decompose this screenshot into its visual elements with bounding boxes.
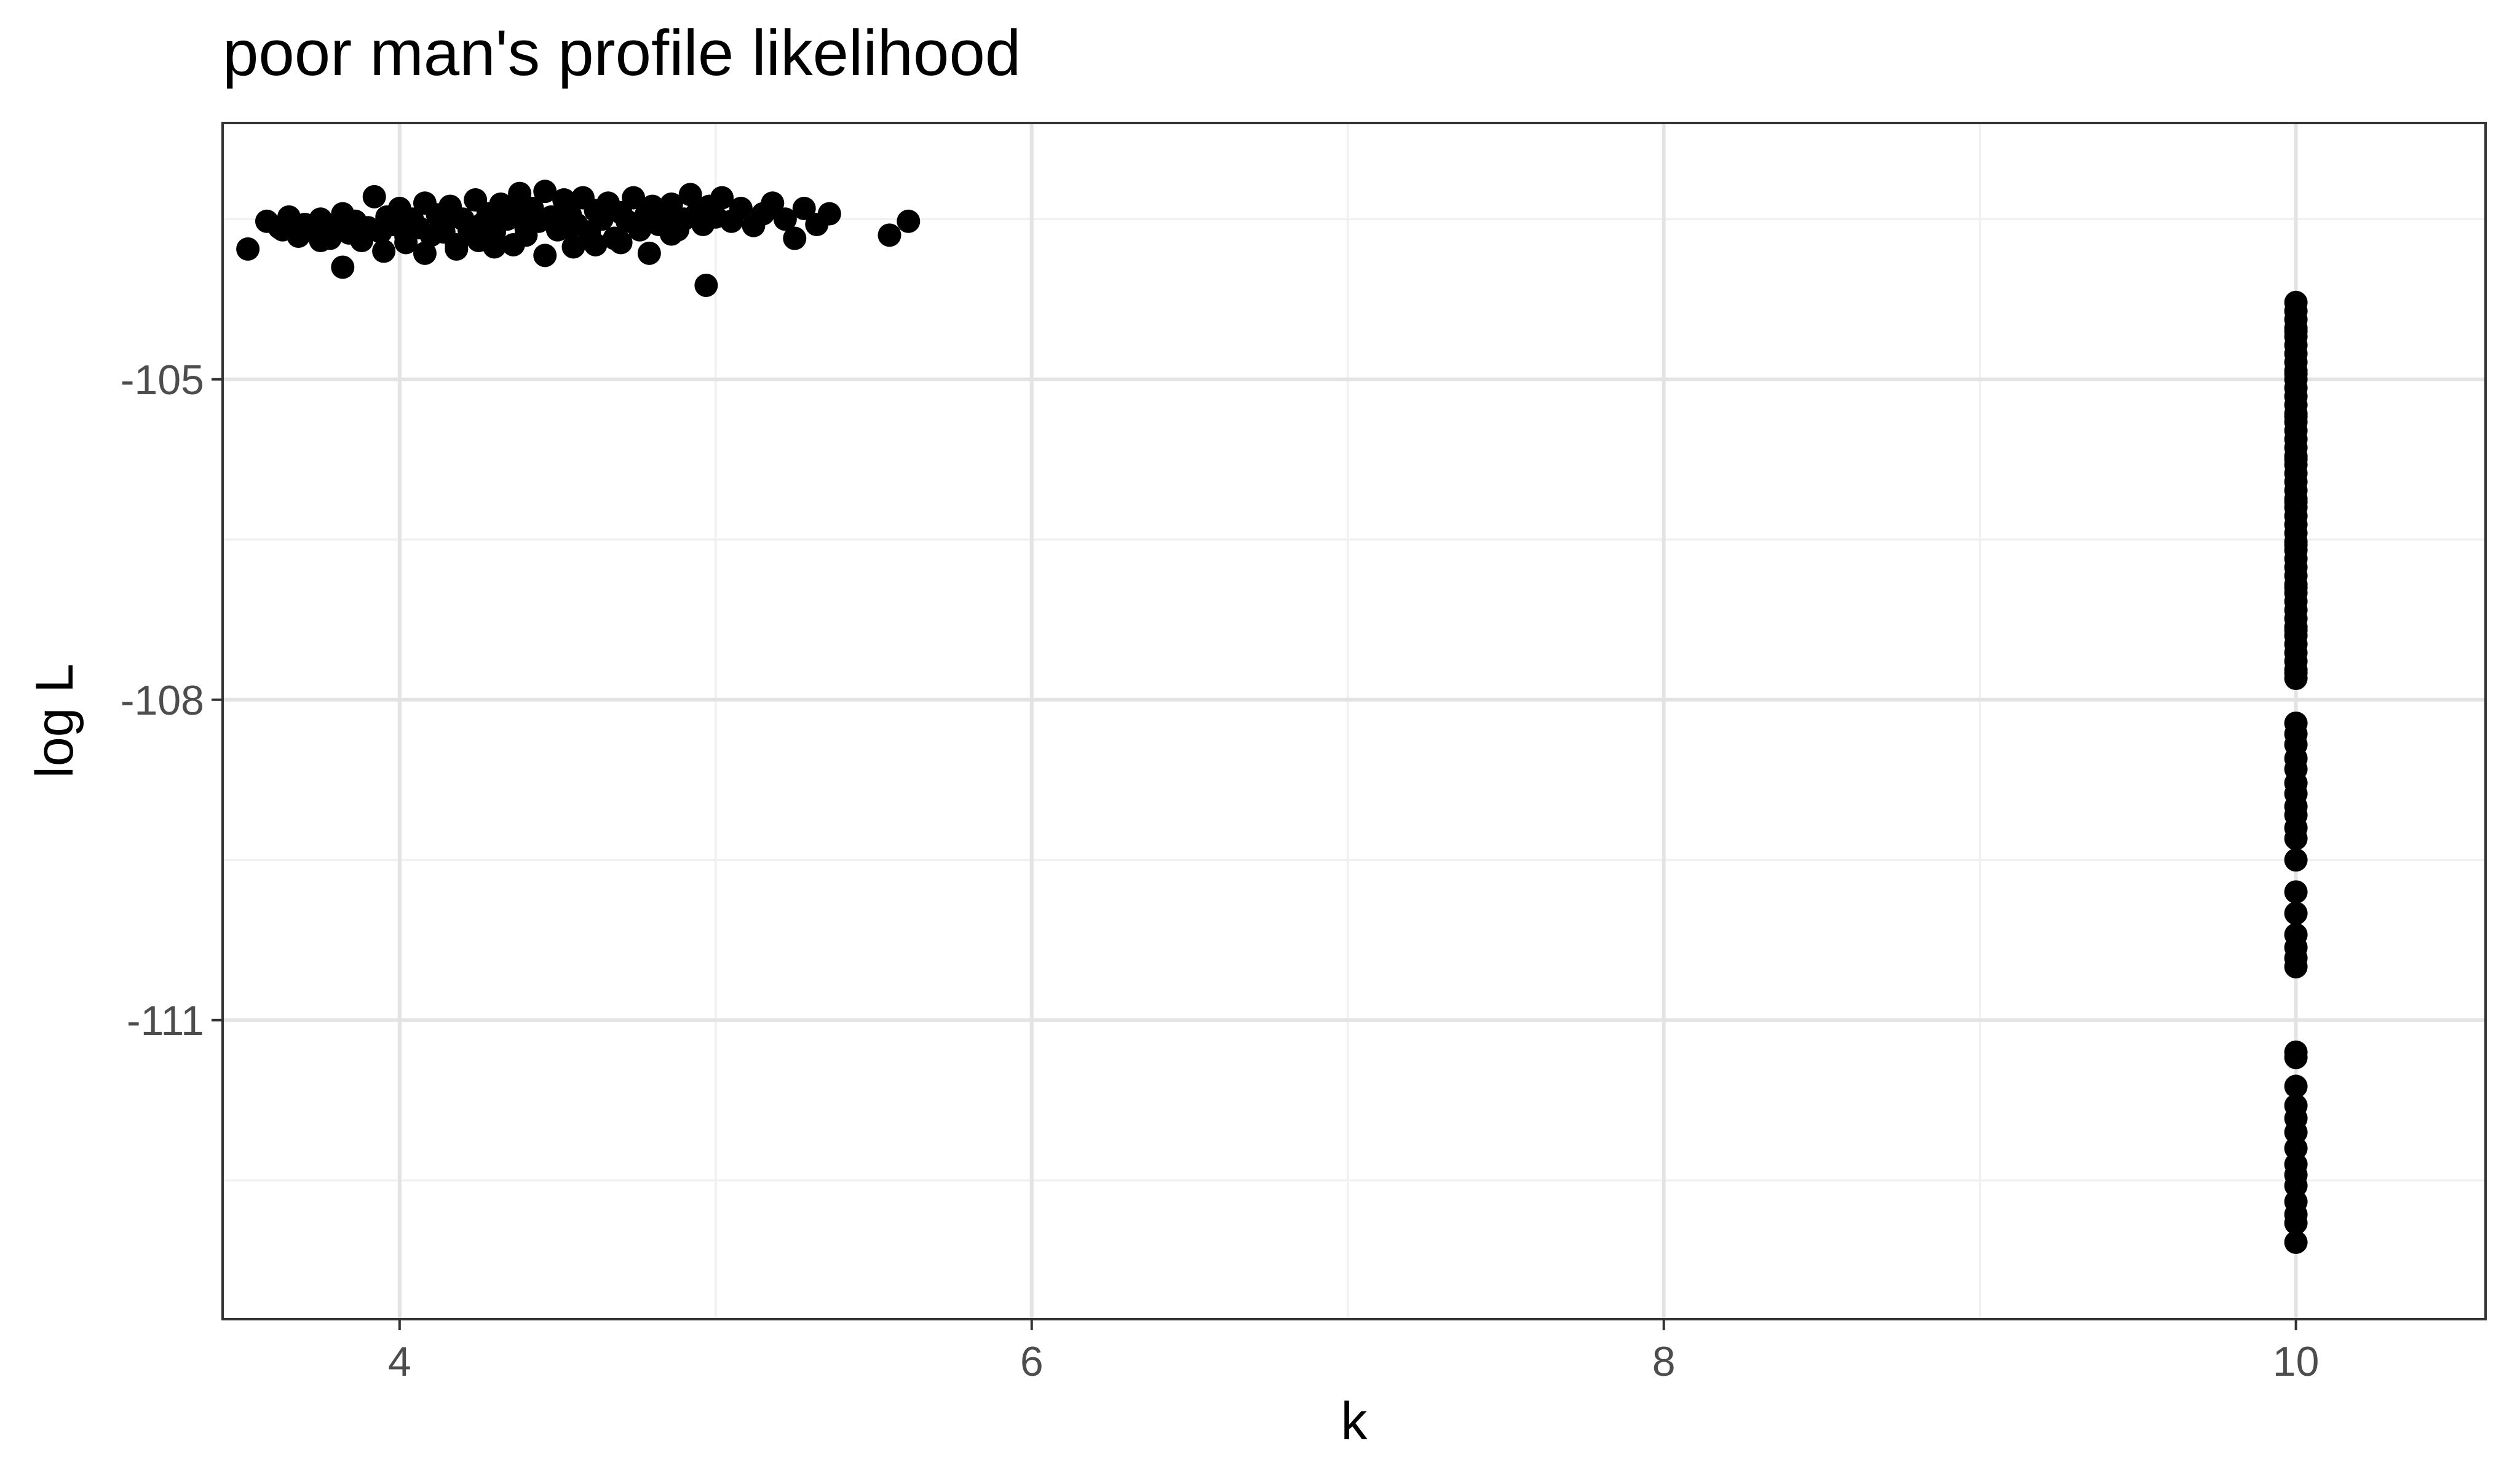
y-tick-label: -105 <box>121 357 204 403</box>
grid-lines <box>223 123 2486 1319</box>
data-point <box>2284 618 2308 642</box>
y-tick-label: -111 <box>127 998 204 1044</box>
data-point <box>561 235 585 259</box>
data-point <box>2284 1121 2308 1145</box>
x-tick-label: 4 <box>388 1338 411 1385</box>
data-point <box>2284 362 2308 386</box>
data-point <box>2284 880 2308 904</box>
y-axis-label: log L <box>25 664 84 779</box>
data-point <box>331 255 355 279</box>
data-point <box>2284 848 2308 872</box>
x-axis-label: k <box>1341 1392 1368 1451</box>
data-point <box>2284 902 2308 926</box>
plot-panel-border <box>221 122 2487 1320</box>
data-point <box>710 186 734 210</box>
data-point <box>622 186 646 210</box>
y-tick-label: -108 <box>121 677 204 724</box>
data-point <box>897 209 921 233</box>
data-point <box>2284 661 2308 685</box>
data-point <box>2284 1046 2308 1069</box>
data-point <box>2284 954 2308 978</box>
data-point <box>236 237 260 261</box>
data-point <box>2284 1173 2308 1197</box>
data-point <box>584 232 608 256</box>
data-point <box>729 196 753 220</box>
data-point <box>2284 1137 2308 1161</box>
data-point <box>817 202 841 226</box>
x-tick-label: 8 <box>1652 1338 1676 1385</box>
data-point <box>603 226 627 250</box>
data-point <box>792 196 816 220</box>
data-point <box>533 244 557 268</box>
data-point <box>362 184 386 208</box>
data-point <box>2284 1230 2308 1254</box>
data-point <box>2284 1211 2308 1235</box>
data-point <box>2284 1074 2308 1098</box>
data-point <box>2284 533 2308 557</box>
data-point <box>271 218 295 242</box>
data-point <box>309 229 333 253</box>
data-point <box>761 191 785 215</box>
data-point <box>878 223 901 247</box>
axis-ticks: 4 6 8 10 -105 -108 -111 <box>121 357 2320 1385</box>
data-point <box>394 224 418 248</box>
data-point <box>501 232 525 256</box>
chart-title: poor man's profile likelihood <box>223 17 1021 89</box>
data-point <box>413 241 437 265</box>
x-tick-label: 6 <box>1020 1338 1044 1385</box>
data-point <box>2284 448 2308 472</box>
data-point <box>467 229 491 253</box>
data-point <box>2284 827 2308 851</box>
data-point <box>2284 490 2308 514</box>
data-point <box>659 222 683 246</box>
data-point <box>637 241 661 265</box>
data-point <box>552 216 576 240</box>
data-point <box>694 273 718 297</box>
data-point <box>2284 319 2308 343</box>
data-point <box>678 183 702 207</box>
data-point <box>432 220 456 244</box>
data-point <box>2284 405 2308 429</box>
data-point <box>2284 576 2308 600</box>
data-point <box>773 207 797 231</box>
data-points <box>236 180 2308 1254</box>
x-tick-label: 10 <box>2273 1338 2320 1385</box>
data-point <box>445 237 469 261</box>
data-point <box>783 226 807 250</box>
data-point <box>372 239 396 263</box>
data-point <box>533 180 557 204</box>
